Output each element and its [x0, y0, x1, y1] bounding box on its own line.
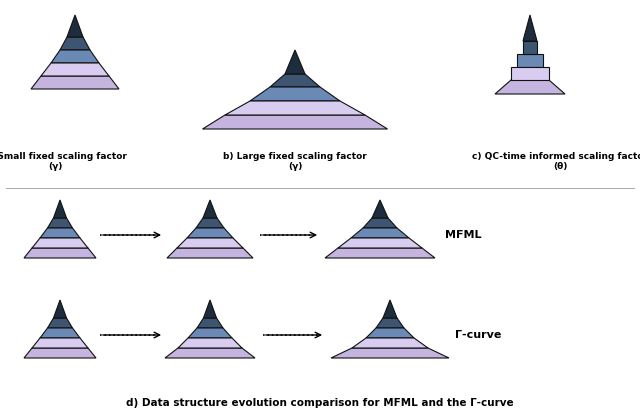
- Text: b) Large fixed scaling factor
(γ): b) Large fixed scaling factor (γ): [223, 152, 367, 171]
- Polygon shape: [178, 338, 242, 348]
- Polygon shape: [67, 15, 83, 37]
- Polygon shape: [60, 37, 90, 50]
- Polygon shape: [51, 50, 99, 63]
- Polygon shape: [47, 218, 72, 228]
- Polygon shape: [196, 218, 224, 228]
- Polygon shape: [325, 248, 435, 258]
- Polygon shape: [372, 200, 388, 218]
- Polygon shape: [40, 328, 80, 338]
- Polygon shape: [352, 338, 428, 348]
- Polygon shape: [331, 348, 449, 358]
- Polygon shape: [24, 248, 96, 258]
- Bar: [511, 67, 549, 80]
- Polygon shape: [197, 318, 223, 328]
- Polygon shape: [338, 238, 422, 248]
- Polygon shape: [167, 248, 253, 258]
- Text: d) Data structure evolution comparison for MFML and the Γ-curve: d) Data structure evolution comparison f…: [126, 398, 514, 408]
- Polygon shape: [285, 50, 305, 74]
- Polygon shape: [24, 348, 96, 358]
- Polygon shape: [366, 328, 414, 338]
- Polygon shape: [351, 228, 409, 238]
- Polygon shape: [270, 74, 320, 87]
- Text: c) QC-time informed scaling factor
(θ): c) QC-time informed scaling factor (θ): [472, 152, 640, 171]
- Polygon shape: [32, 238, 88, 248]
- Polygon shape: [177, 238, 243, 248]
- Polygon shape: [383, 300, 397, 318]
- Polygon shape: [187, 228, 233, 238]
- Polygon shape: [225, 101, 365, 115]
- Polygon shape: [32, 338, 88, 348]
- Polygon shape: [376, 318, 404, 328]
- Text: Γ-curve: Γ-curve: [455, 330, 501, 340]
- Polygon shape: [41, 63, 109, 76]
- Polygon shape: [204, 300, 216, 318]
- Polygon shape: [495, 80, 565, 94]
- Text: MFML: MFML: [445, 230, 481, 240]
- Bar: [517, 54, 543, 67]
- Polygon shape: [250, 87, 340, 101]
- Text: a) Small fixed scaling factor
(γ): a) Small fixed scaling factor (γ): [0, 152, 127, 171]
- Polygon shape: [54, 300, 67, 318]
- Polygon shape: [363, 218, 397, 228]
- Polygon shape: [188, 328, 232, 338]
- Polygon shape: [31, 76, 119, 89]
- Polygon shape: [523, 15, 537, 41]
- Polygon shape: [203, 200, 217, 218]
- Polygon shape: [202, 115, 387, 129]
- Polygon shape: [47, 318, 72, 328]
- Bar: [523, 41, 537, 54]
- Polygon shape: [54, 200, 67, 218]
- Polygon shape: [40, 228, 80, 238]
- Polygon shape: [165, 348, 255, 358]
